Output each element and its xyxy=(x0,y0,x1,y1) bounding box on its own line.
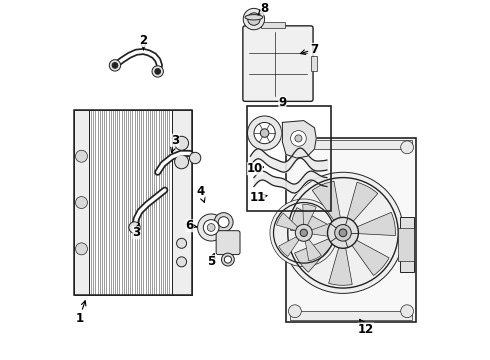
Circle shape xyxy=(295,135,302,142)
Circle shape xyxy=(75,197,87,208)
Circle shape xyxy=(260,129,269,138)
Circle shape xyxy=(75,150,87,162)
Wedge shape xyxy=(304,233,321,261)
Text: 9: 9 xyxy=(278,96,287,109)
Text: 3: 3 xyxy=(171,134,180,152)
Text: 4: 4 xyxy=(196,185,205,202)
Bar xyxy=(311,57,318,71)
Text: 7: 7 xyxy=(300,43,318,56)
Text: 1: 1 xyxy=(75,301,86,325)
Circle shape xyxy=(401,141,414,154)
Bar xyxy=(290,311,413,320)
Circle shape xyxy=(327,217,359,248)
Text: 11: 11 xyxy=(249,191,267,204)
Circle shape xyxy=(243,8,265,30)
Text: 3: 3 xyxy=(132,224,141,239)
Circle shape xyxy=(289,141,301,154)
Wedge shape xyxy=(343,233,389,275)
Bar xyxy=(74,110,89,295)
Bar xyxy=(398,228,414,261)
Bar xyxy=(290,140,413,149)
Wedge shape xyxy=(291,208,343,233)
Bar xyxy=(247,106,330,211)
Bar xyxy=(172,110,192,295)
FancyBboxPatch shape xyxy=(243,26,313,102)
Wedge shape xyxy=(312,181,343,233)
Wedge shape xyxy=(304,223,332,237)
FancyBboxPatch shape xyxy=(216,231,240,255)
Circle shape xyxy=(190,152,201,164)
Circle shape xyxy=(152,66,163,77)
Wedge shape xyxy=(303,204,316,233)
Wedge shape xyxy=(343,182,378,233)
Bar xyxy=(89,110,172,295)
Circle shape xyxy=(214,213,233,231)
Text: 2: 2 xyxy=(139,34,147,50)
Circle shape xyxy=(155,69,161,74)
Circle shape xyxy=(247,116,282,150)
Bar xyxy=(286,138,416,322)
Wedge shape xyxy=(294,233,343,272)
Circle shape xyxy=(197,214,225,241)
Polygon shape xyxy=(282,121,316,158)
Wedge shape xyxy=(343,212,395,235)
Circle shape xyxy=(339,229,347,237)
Text: 6: 6 xyxy=(186,219,197,232)
Circle shape xyxy=(174,136,189,150)
Circle shape xyxy=(254,122,275,144)
Circle shape xyxy=(224,256,231,263)
Text: 5: 5 xyxy=(207,253,215,268)
Circle shape xyxy=(203,220,219,235)
Circle shape xyxy=(112,63,118,68)
Ellipse shape xyxy=(245,15,263,20)
Text: 12: 12 xyxy=(358,319,374,336)
Circle shape xyxy=(300,229,307,237)
Circle shape xyxy=(218,217,229,228)
Text: 8: 8 xyxy=(258,2,269,15)
Circle shape xyxy=(291,131,306,146)
Wedge shape xyxy=(279,233,304,256)
Circle shape xyxy=(289,305,301,318)
Circle shape xyxy=(282,172,404,293)
Text: 10: 10 xyxy=(247,162,264,175)
Circle shape xyxy=(270,199,338,267)
Circle shape xyxy=(75,243,87,255)
Circle shape xyxy=(247,13,260,25)
Wedge shape xyxy=(276,213,304,233)
Wedge shape xyxy=(329,233,352,285)
Bar xyxy=(262,22,285,28)
Circle shape xyxy=(174,155,189,169)
Circle shape xyxy=(176,257,187,267)
Circle shape xyxy=(109,60,121,71)
Circle shape xyxy=(295,224,312,241)
Circle shape xyxy=(221,253,234,266)
Circle shape xyxy=(207,224,215,231)
Circle shape xyxy=(401,305,414,318)
Circle shape xyxy=(335,225,351,241)
Circle shape xyxy=(176,238,187,248)
Bar xyxy=(74,110,192,295)
Bar xyxy=(400,217,414,272)
Circle shape xyxy=(129,222,140,233)
